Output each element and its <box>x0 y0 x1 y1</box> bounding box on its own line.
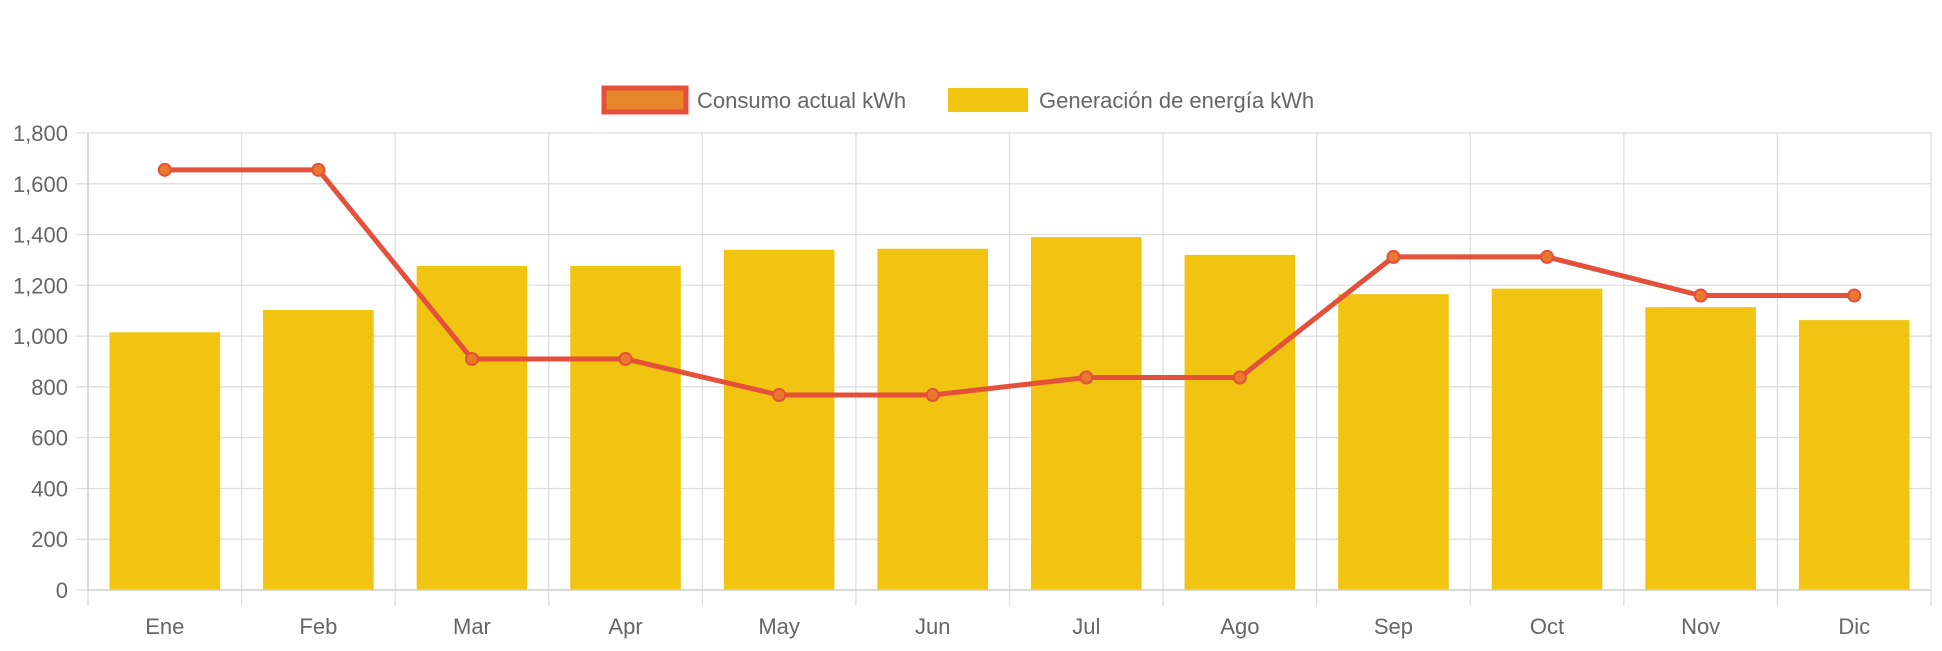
y-tick-label: 1,400 <box>13 223 68 248</box>
y-tick-label: 1,000 <box>13 324 68 349</box>
bar-nov[interactable] <box>1645 307 1756 590</box>
line-point-mar[interactable] <box>464 351 479 366</box>
bar-mar[interactable] <box>416 266 528 590</box>
x-tick-label: Feb <box>299 614 337 639</box>
legend-item-generacion[interactable]: Generación de energía kWh <box>948 88 1314 113</box>
x-tick-label: Ene <box>145 614 184 639</box>
line-point-apr[interactable] <box>618 351 633 366</box>
y-tick-label: 800 <box>31 375 68 400</box>
legend-swatch-consumo <box>601 85 689 115</box>
bar-feb[interactable] <box>263 309 374 590</box>
x-tick-label: Apr <box>608 614 642 639</box>
line-series <box>157 162 1862 403</box>
y-tick-label: 1,200 <box>13 273 68 298</box>
x-tick-label: Jun <box>915 614 950 639</box>
bar-jun[interactable] <box>877 248 988 591</box>
legend-label-consumo: Consumo actual kWh <box>697 88 906 113</box>
y-tick-label: 1,800 <box>13 121 68 146</box>
legend-item-consumo[interactable]: Consumo actual kWh <box>601 85 906 115</box>
line-point-sep[interactable] <box>1386 249 1401 264</box>
legend: Consumo actual kWh Generación de energía… <box>601 85 1314 115</box>
bar-ago[interactable] <box>1184 254 1296 590</box>
line-point-dic[interactable] <box>1847 288 1862 303</box>
y-axis: 0 200 400 600 800 1,000 1,200 1,400 1,600 1,800 <box>13 121 89 603</box>
consumo-line <box>162 167 1857 398</box>
line-point-feb[interactable] <box>311 162 326 177</box>
line-point-jul[interactable] <box>1079 370 1094 385</box>
line-point-ene[interactable] <box>157 162 172 177</box>
y-tick-label: 400 <box>31 476 68 501</box>
bars <box>109 237 1910 591</box>
bar-dic[interactable] <box>1798 320 1910 590</box>
line-point-may[interactable] <box>772 388 787 403</box>
x-axis: Ene Feb Mar Apr May Jun Jul Ago Sep Oct Nov Dic <box>88 589 1931 639</box>
legend-swatch-generacion <box>948 88 1028 112</box>
x-tick-label: Ago <box>1220 614 1259 639</box>
y-tick-label: 200 <box>31 527 68 552</box>
x-tick-label: Jul <box>1072 614 1100 639</box>
y-tick-label: 600 <box>31 426 68 451</box>
y-tick-label: 1,600 <box>13 172 68 197</box>
legend-label-generacion: Generación de energía kWh <box>1039 88 1314 113</box>
line-point-nov[interactable] <box>1693 288 1708 303</box>
bar-sep[interactable] <box>1338 294 1449 590</box>
line-point-jun[interactable] <box>925 388 940 403</box>
bar-may[interactable] <box>723 249 835 591</box>
x-tick-label: Dic <box>1838 614 1870 639</box>
x-tick-label: May <box>758 614 800 639</box>
line-point-ago[interactable] <box>1232 370 1247 385</box>
x-tick-label: Sep <box>1374 614 1413 639</box>
x-tick-label: Mar <box>453 614 491 639</box>
bar-apr[interactable] <box>570 266 681 590</box>
x-tick-label: Nov <box>1681 614 1720 639</box>
y-tick-label: 0 <box>56 578 68 603</box>
bar-jul[interactable] <box>1031 237 1142 590</box>
bar-oct[interactable] <box>1491 288 1603 590</box>
x-tick-label: Oct <box>1530 614 1564 639</box>
line-point-oct[interactable] <box>1540 249 1555 264</box>
bar-ene[interactable] <box>109 332 221 590</box>
